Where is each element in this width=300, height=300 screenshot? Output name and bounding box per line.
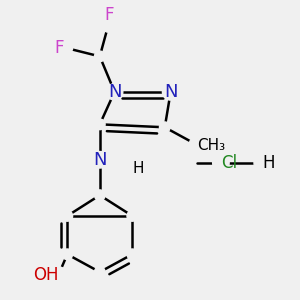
Circle shape bbox=[94, 51, 105, 62]
Text: N: N bbox=[164, 83, 177, 101]
Circle shape bbox=[127, 249, 138, 260]
Circle shape bbox=[254, 154, 271, 171]
Circle shape bbox=[56, 39, 73, 56]
Circle shape bbox=[189, 137, 206, 153]
Circle shape bbox=[106, 84, 123, 100]
Circle shape bbox=[213, 154, 229, 171]
Circle shape bbox=[100, 16, 117, 32]
Text: OH: OH bbox=[33, 266, 58, 284]
Circle shape bbox=[127, 211, 138, 221]
Circle shape bbox=[94, 119, 105, 130]
Text: Cl: Cl bbox=[221, 154, 237, 172]
Text: F: F bbox=[55, 38, 64, 56]
Text: F: F bbox=[104, 6, 113, 24]
Text: H: H bbox=[262, 154, 275, 172]
Circle shape bbox=[94, 267, 105, 277]
Text: CH₃: CH₃ bbox=[197, 137, 225, 152]
Circle shape bbox=[62, 249, 73, 260]
Circle shape bbox=[160, 122, 170, 133]
Circle shape bbox=[92, 152, 108, 168]
Text: N: N bbox=[108, 83, 121, 101]
Text: N: N bbox=[93, 151, 106, 169]
Text: H: H bbox=[132, 161, 144, 176]
Circle shape bbox=[62, 211, 73, 221]
Circle shape bbox=[50, 267, 67, 283]
Circle shape bbox=[124, 160, 140, 177]
Circle shape bbox=[162, 84, 179, 100]
Circle shape bbox=[94, 190, 105, 200]
